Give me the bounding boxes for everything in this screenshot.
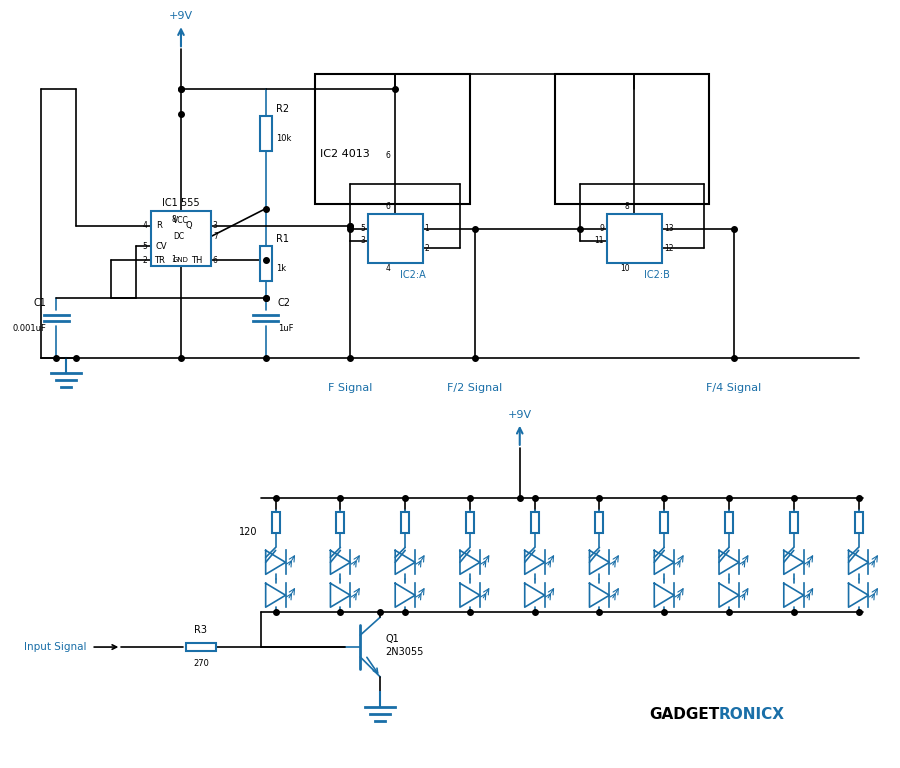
- Bar: [554, 74, 709, 204]
- Text: R: R: [398, 247, 403, 256]
- Bar: [368, 214, 423, 263]
- Text: 3: 3: [213, 221, 218, 230]
- Text: 1uF: 1uF: [277, 323, 293, 333]
- Text: 5: 5: [142, 242, 147, 251]
- Text: 4: 4: [385, 264, 391, 273]
- Text: R3: R3: [194, 625, 207, 635]
- Text: 4: 4: [142, 221, 147, 230]
- Text: $\bar{Q}$: $\bar{Q}$: [403, 242, 411, 256]
- Text: IC2:A: IC2:A: [400, 270, 426, 280]
- Text: Q: Q: [643, 224, 649, 233]
- Text: R1: R1: [275, 233, 289, 243]
- Text: 1: 1: [171, 255, 176, 264]
- Bar: [531, 511, 539, 534]
- Text: TR: TR: [154, 256, 165, 265]
- Text: F Signal: F Signal: [328, 383, 373, 393]
- Text: F/2 Signal: F/2 Signal: [447, 383, 502, 393]
- Text: 10k: 10k: [275, 134, 291, 144]
- Text: Input Signal: Input Signal: [23, 642, 86, 652]
- Bar: [466, 511, 474, 534]
- Text: 6: 6: [385, 202, 391, 210]
- Bar: [790, 511, 797, 534]
- Text: C2: C2: [277, 298, 291, 308]
- Text: CLK: CLK: [371, 236, 385, 245]
- Bar: [260, 246, 272, 281]
- Text: 11: 11: [594, 236, 604, 245]
- Text: 13: 13: [663, 224, 673, 233]
- Text: 2N3055: 2N3055: [385, 647, 424, 657]
- Text: 7: 7: [213, 232, 218, 241]
- Bar: [272, 511, 280, 534]
- Text: 2: 2: [142, 256, 147, 265]
- Text: GND: GND: [173, 257, 189, 263]
- Text: S: S: [632, 219, 637, 228]
- Text: Q: Q: [186, 221, 193, 230]
- Bar: [607, 214, 662, 263]
- Bar: [316, 74, 470, 204]
- Text: 3: 3: [360, 236, 364, 245]
- Text: C1: C1: [33, 298, 47, 308]
- Text: +9V: +9V: [169, 12, 193, 22]
- Text: 6: 6: [213, 256, 218, 265]
- Text: 10: 10: [620, 264, 629, 273]
- Text: 5: 5: [360, 224, 364, 233]
- Text: IC1 555: IC1 555: [162, 198, 200, 208]
- Text: Q: Q: [403, 224, 410, 233]
- Text: F/4 Signal: F/4 Signal: [706, 383, 761, 393]
- Text: D: D: [611, 224, 617, 233]
- Text: IC2 4013: IC2 4013: [320, 149, 370, 159]
- Text: R: R: [637, 247, 643, 256]
- Text: 9: 9: [599, 224, 604, 233]
- Text: 8: 8: [171, 215, 176, 224]
- Text: R2: R2: [275, 104, 289, 114]
- Text: 12: 12: [663, 244, 673, 253]
- Bar: [854, 511, 862, 534]
- Bar: [661, 511, 668, 534]
- Text: DC: DC: [174, 232, 184, 241]
- Bar: [260, 117, 272, 151]
- Bar: [186, 643, 216, 651]
- Text: 0.001uF: 0.001uF: [13, 323, 47, 333]
- Bar: [401, 511, 410, 534]
- Bar: [151, 211, 211, 266]
- Text: S: S: [392, 219, 398, 228]
- Text: TH: TH: [191, 256, 202, 265]
- Text: +9V: +9V: [508, 410, 532, 420]
- Text: 8: 8: [625, 202, 629, 210]
- Bar: [725, 511, 733, 534]
- Bar: [596, 511, 603, 534]
- Bar: [337, 511, 345, 534]
- Text: 1: 1: [425, 224, 429, 233]
- Text: Q1: Q1: [385, 634, 399, 644]
- Text: GADGET: GADGET: [649, 707, 719, 722]
- Text: 270: 270: [193, 659, 209, 668]
- Text: IC2:B: IC2:B: [644, 270, 670, 280]
- Text: $\bar{Q}$: $\bar{Q}$: [643, 242, 651, 256]
- Text: CV: CV: [155, 242, 166, 251]
- Text: CLK: CLK: [610, 236, 625, 245]
- Text: 1k: 1k: [275, 264, 286, 273]
- Text: 6: 6: [385, 151, 391, 160]
- Text: 120: 120: [239, 528, 257, 538]
- Text: 2: 2: [425, 244, 429, 253]
- Text: D: D: [372, 224, 378, 233]
- Text: R: R: [156, 221, 162, 230]
- Text: RONICX: RONICX: [719, 707, 785, 722]
- Text: VCC: VCC: [173, 216, 189, 225]
